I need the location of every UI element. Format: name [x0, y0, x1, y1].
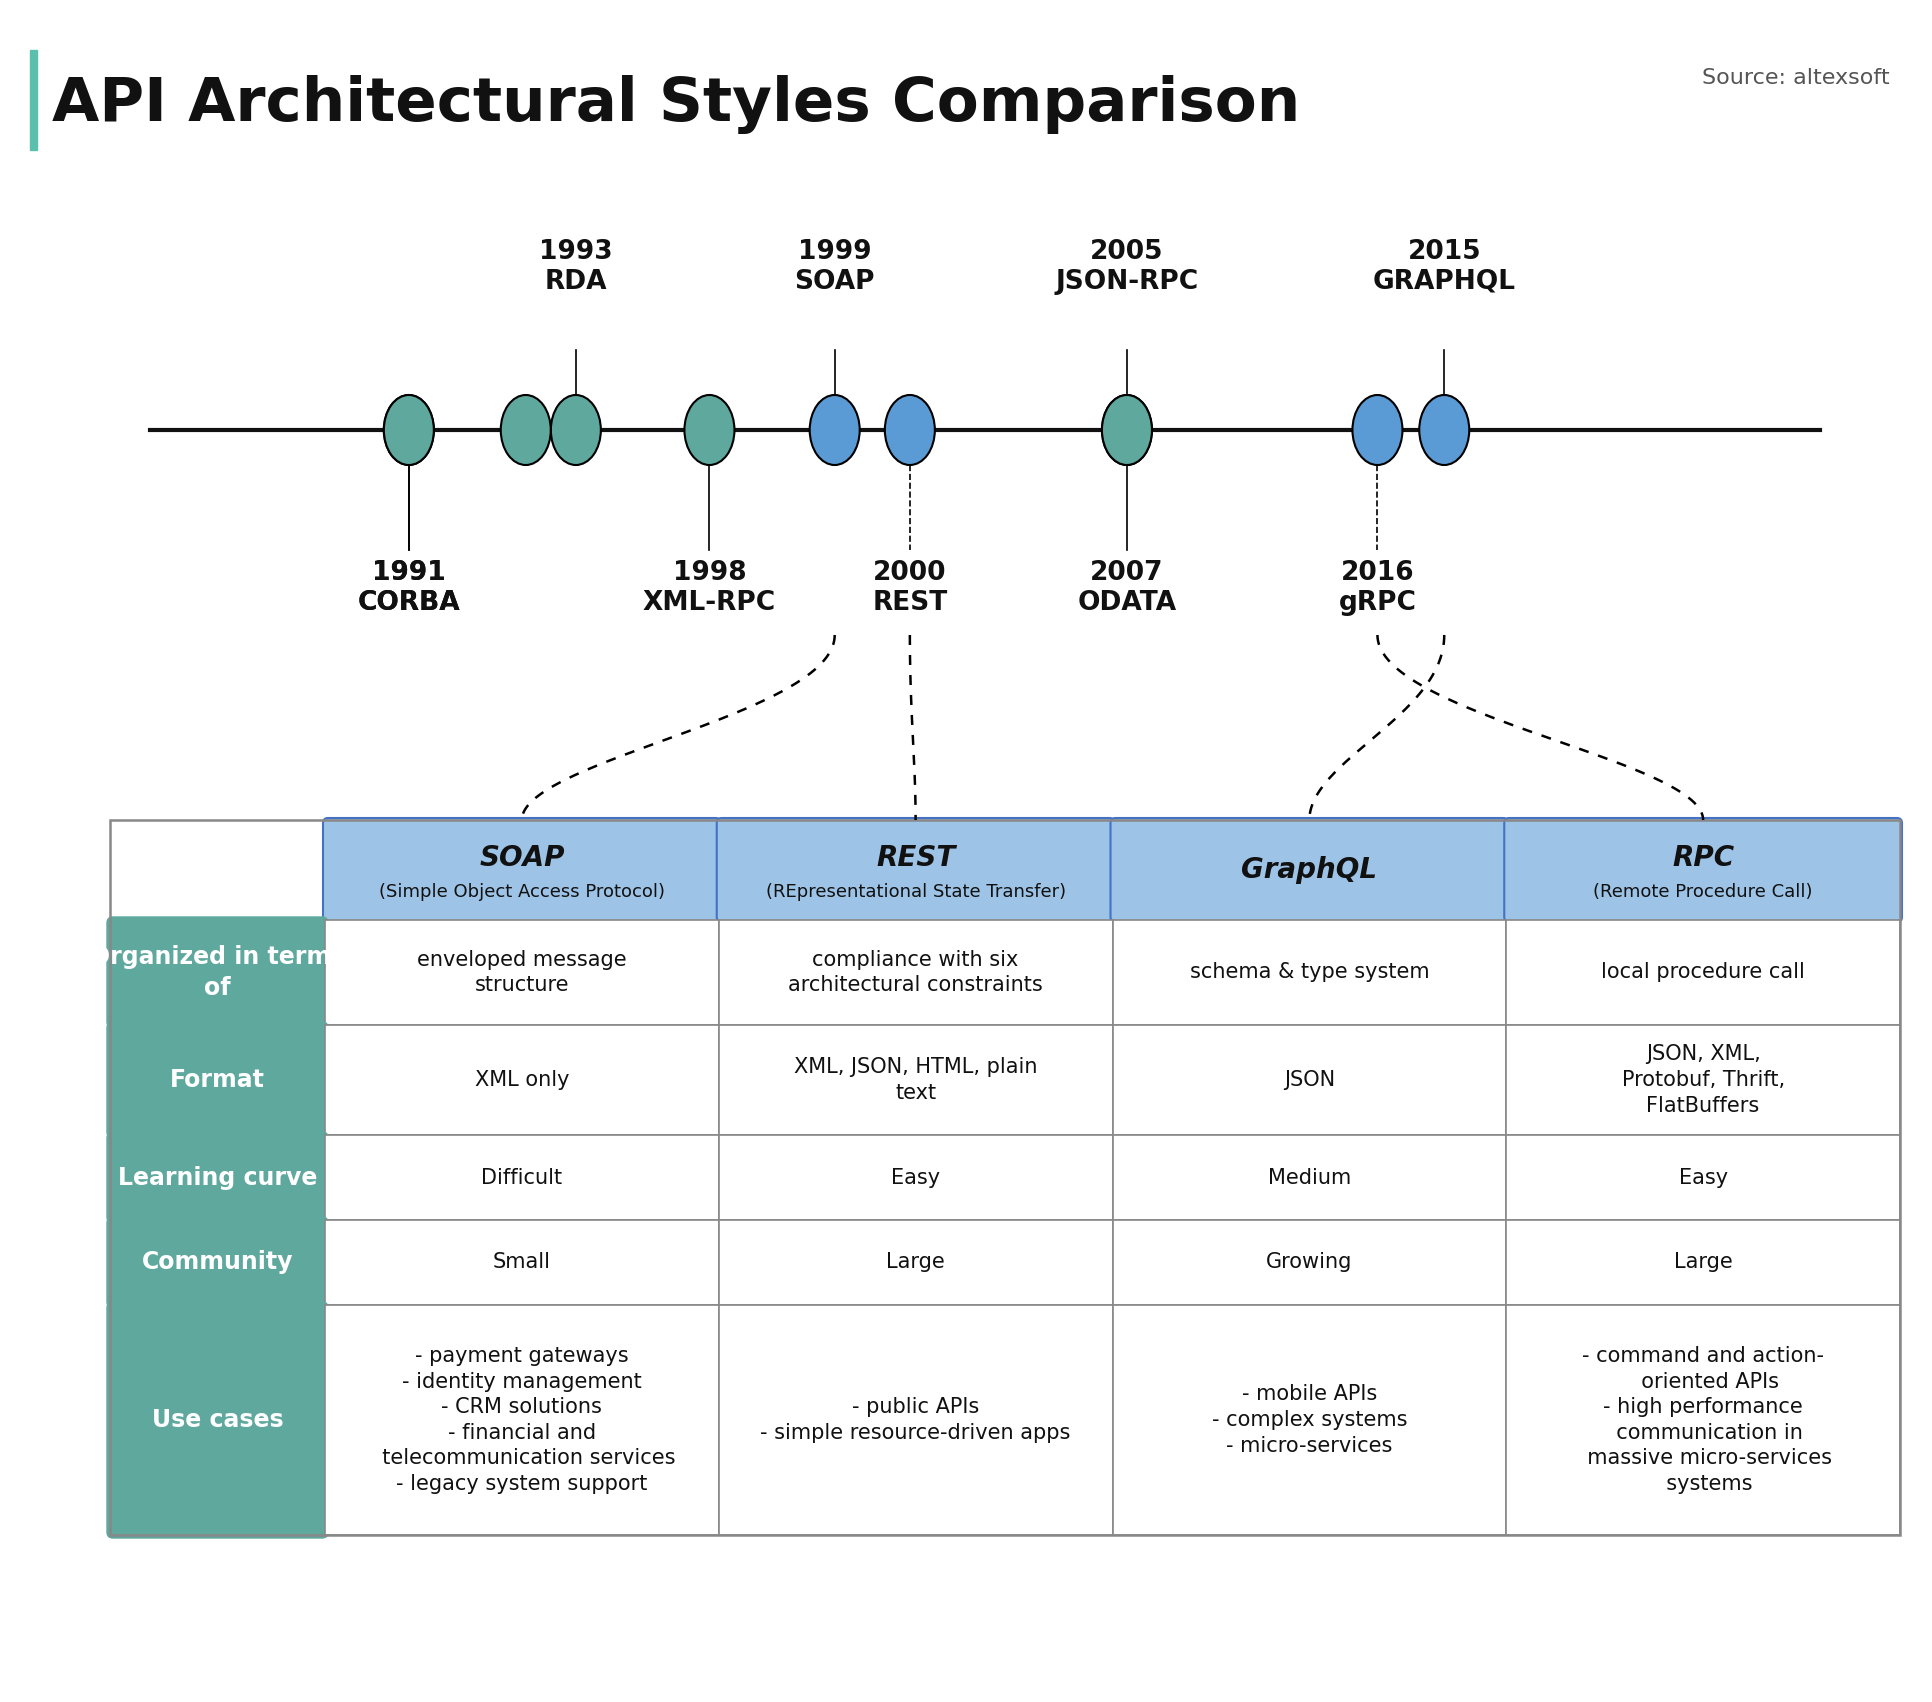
- Text: JSON, XML,
Protobuf, Thrift,
FlatBuffers: JSON, XML, Protobuf, Thrift, FlatBuffers: [1621, 1045, 1785, 1115]
- FancyBboxPatch shape: [323, 819, 721, 922]
- Text: JSON-RPC: JSON-RPC: [1055, 269, 1198, 294]
- Text: 1993: 1993: [539, 238, 612, 266]
- Text: CORBA: CORBA: [357, 591, 460, 616]
- Text: SOAP: SOAP: [479, 844, 564, 871]
- Text: compliance with six
architectural constraints: compliance with six architectural constr…: [788, 950, 1043, 996]
- Bar: [1113, 921, 1507, 1025]
- Text: Organized in terms
of: Organized in terms of: [91, 945, 346, 999]
- Text: Learning curve: Learning curve: [118, 1166, 317, 1190]
- Text: (Remote Procedure Call): (Remote Procedure Call): [1594, 883, 1812, 900]
- Ellipse shape: [885, 395, 935, 465]
- Text: 2015: 2015: [1406, 238, 1482, 266]
- FancyBboxPatch shape: [106, 1302, 328, 1539]
- Text: Easy: Easy: [1679, 1168, 1727, 1188]
- Text: local procedure call: local procedure call: [1602, 963, 1804, 982]
- Bar: [719, 1025, 1113, 1135]
- Bar: [325, 921, 719, 1025]
- Text: Community: Community: [141, 1251, 294, 1275]
- Text: Large: Large: [887, 1253, 945, 1273]
- Ellipse shape: [810, 395, 860, 465]
- Text: Easy: Easy: [891, 1168, 941, 1188]
- Text: RPC: RPC: [1671, 844, 1735, 871]
- Bar: [719, 921, 1113, 1025]
- Text: Growing: Growing: [1265, 1253, 1352, 1273]
- Text: GRAPHQL: GRAPHQL: [1374, 269, 1517, 294]
- Ellipse shape: [684, 395, 734, 465]
- Text: 1998: 1998: [672, 560, 746, 585]
- Text: (REpresentational State Transfer): (REpresentational State Transfer): [765, 883, 1066, 900]
- Bar: [325, 1305, 719, 1535]
- Text: 1999: 1999: [798, 238, 871, 266]
- Text: RDA: RDA: [545, 269, 607, 294]
- Text: 2000: 2000: [873, 560, 947, 585]
- Text: Source: altexsoft: Source: altexsoft: [1702, 68, 1889, 89]
- Text: - public APIs
- simple resource-driven apps: - public APIs - simple resource-driven a…: [761, 1397, 1070, 1443]
- FancyBboxPatch shape: [1505, 819, 1901, 922]
- Text: (Simple Object Access Protocol): (Simple Object Access Protocol): [379, 883, 665, 900]
- Text: - command and action-
  oriented APIs
- high performance
  communication in
  ma: - command and action- oriented APIs - hi…: [1575, 1346, 1832, 1494]
- Text: Use cases: Use cases: [153, 1408, 284, 1431]
- FancyBboxPatch shape: [106, 917, 328, 1028]
- Ellipse shape: [551, 395, 601, 465]
- Text: REST: REST: [871, 591, 947, 616]
- Bar: [325, 1025, 719, 1135]
- Bar: [1507, 921, 1899, 1025]
- Ellipse shape: [1101, 395, 1151, 465]
- Text: 2016: 2016: [1341, 560, 1414, 585]
- Ellipse shape: [384, 395, 435, 465]
- Bar: [1507, 1025, 1899, 1135]
- Text: Difficult: Difficult: [481, 1168, 562, 1188]
- Text: Medium: Medium: [1267, 1168, 1350, 1188]
- Text: ODATA: ODATA: [1078, 591, 1177, 616]
- Ellipse shape: [384, 395, 435, 465]
- Ellipse shape: [1420, 395, 1468, 465]
- Bar: [1507, 1305, 1899, 1535]
- Text: Large: Large: [1673, 1253, 1733, 1273]
- FancyBboxPatch shape: [106, 1021, 328, 1139]
- Bar: [1507, 1220, 1899, 1305]
- Text: enveloped message
structure: enveloped message structure: [417, 950, 626, 996]
- Ellipse shape: [1352, 395, 1403, 465]
- Ellipse shape: [1101, 395, 1151, 465]
- Ellipse shape: [500, 395, 551, 465]
- FancyBboxPatch shape: [1111, 819, 1509, 922]
- Text: gRPC: gRPC: [1339, 591, 1416, 616]
- Bar: [1113, 1025, 1507, 1135]
- Text: API Architectural Styles Comparison: API Architectural Styles Comparison: [52, 75, 1300, 134]
- Text: REST: REST: [875, 844, 954, 871]
- Text: 1991: 1991: [373, 560, 446, 585]
- FancyBboxPatch shape: [106, 1217, 328, 1309]
- Text: SOAP: SOAP: [794, 269, 875, 294]
- Text: CORBA: CORBA: [357, 591, 460, 616]
- Bar: [110, 820, 1899, 1535]
- Text: XML only: XML only: [475, 1071, 570, 1089]
- Bar: [1113, 1135, 1507, 1220]
- Bar: [325, 1135, 719, 1220]
- Text: schema & type system: schema & type system: [1190, 963, 1430, 982]
- FancyBboxPatch shape: [717, 819, 1115, 922]
- Bar: [31, 49, 37, 150]
- Bar: [719, 1305, 1113, 1535]
- Text: - payment gateways
- identity management
- CRM solutions
- financial and
  telec: - payment gateways - identity management…: [369, 1346, 674, 1494]
- Text: XML-RPC: XML-RPC: [643, 591, 777, 616]
- Text: Small: Small: [493, 1253, 551, 1273]
- Text: 1991: 1991: [373, 560, 446, 585]
- FancyBboxPatch shape: [106, 1132, 328, 1224]
- Bar: [325, 1220, 719, 1305]
- Text: JSON: JSON: [1283, 1071, 1335, 1089]
- Bar: [719, 1135, 1113, 1220]
- Bar: [719, 1220, 1113, 1305]
- Text: - mobile APIs
- complex systems
- micro-services: - mobile APIs - complex systems - micro-…: [1211, 1384, 1406, 1455]
- Text: XML, JSON, HTML, plain
text: XML, JSON, HTML, plain text: [794, 1057, 1037, 1103]
- Text: 2005: 2005: [1090, 238, 1163, 266]
- Bar: [1113, 1220, 1507, 1305]
- Bar: [1113, 1305, 1507, 1535]
- Text: GraphQL: GraphQL: [1242, 856, 1378, 883]
- Bar: [1507, 1135, 1899, 1220]
- Text: Format: Format: [170, 1067, 265, 1093]
- Text: 2007: 2007: [1090, 560, 1163, 585]
